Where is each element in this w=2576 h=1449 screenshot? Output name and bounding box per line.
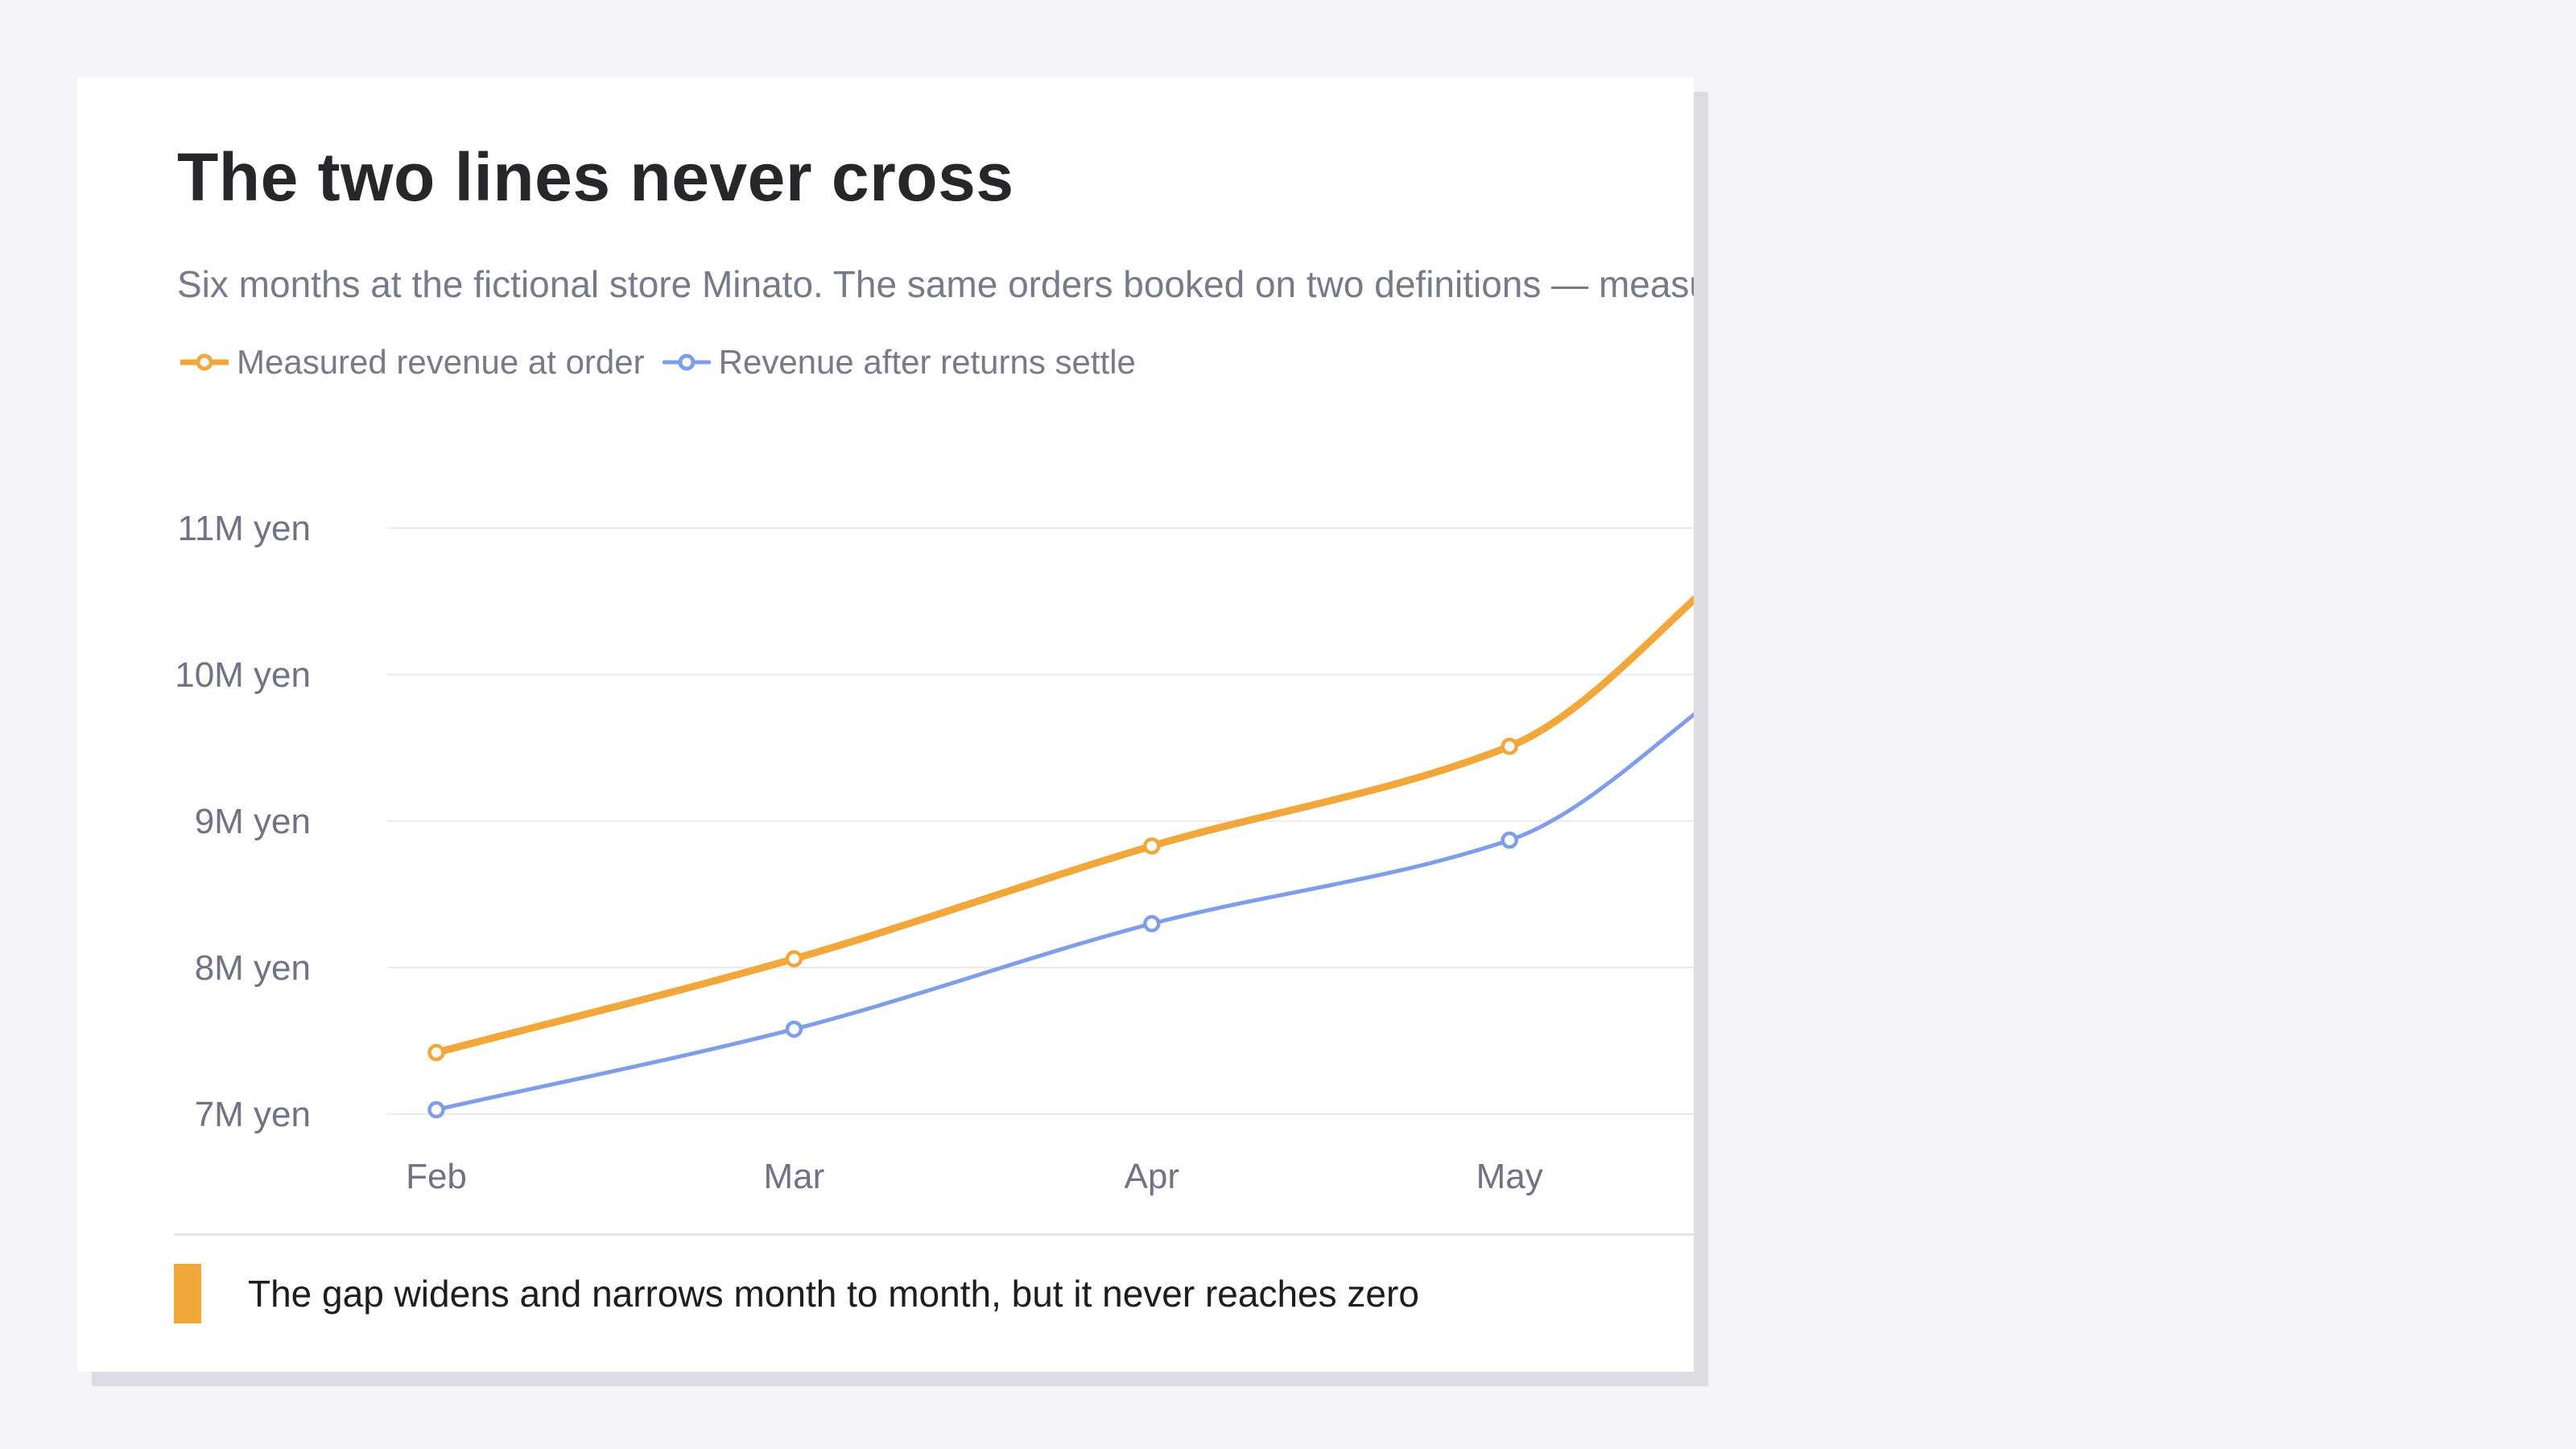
chart-footnote: The gap widens and narrows month to mont…: [248, 1273, 1419, 1315]
note-accent-bar: [174, 1264, 201, 1323]
data-point[interactable]: [1143, 914, 1161, 933]
x-tick-label: May: [1476, 1157, 1543, 1196]
data-point[interactable]: [785, 950, 803, 968]
x-tick-label: Mar: [764, 1157, 825, 1196]
legend-label: Revenue after returns settle: [718, 343, 1136, 381]
y-tick-label: 7M yen: [195, 1095, 311, 1134]
y-tick-label: 8M yen: [195, 948, 311, 988]
series-lines: [427, 595, 1694, 1119]
y-tick-label: 10M yen: [175, 655, 311, 695]
chart-subtitle: Six months at the fictional store Minato…: [177, 263, 1694, 305]
legend-line-marker-icon: [180, 353, 229, 371]
footer-divider: [174, 1233, 1694, 1236]
legend-label: Measured revenue at order: [237, 343, 645, 381]
legend-item-measured[interactable]: Measured revenue at order: [180, 343, 645, 382]
data-point[interactable]: [427, 1043, 445, 1062]
x-tick-label: Apr: [1125, 1157, 1179, 1196]
series-line: [432, 595, 1694, 1057]
y-tick-label: 11M yen: [178, 509, 312, 548]
data-point[interactable]: [427, 1100, 445, 1119]
legend-item-after-returns[interactable]: Revenue after returns settle: [662, 343, 1136, 382]
chart-title: The two lines never cross: [177, 139, 1014, 215]
legend-line-marker-icon: [662, 353, 711, 371]
y-tick-label: 9M yen: [195, 802, 311, 841]
chart-card: The two lines never cross Six months at …: [77, 77, 1694, 1372]
y-axis-tick-labels: 7M yen 8M yen 9M yen 10M yen 11M yen: [175, 509, 311, 1134]
x-axis-tick-labels: FebMarAprMayJunJul: [406, 1157, 1543, 1196]
gridlines: [387, 527, 1694, 1115]
data-point[interactable]: [785, 1020, 803, 1038]
line-chart: 7M yen 8M yen 9M yen 10M yen 11M yen Feb Mar A…: [175, 509, 1694, 1196]
chart-legend: Measured revenue at order Revenue after …: [180, 343, 1154, 382]
series-line: [434, 712, 1694, 1113]
data-point[interactable]: [1143, 837, 1161, 855]
x-tick-label: Feb: [406, 1157, 467, 1196]
data-point[interactable]: [1501, 831, 1518, 849]
data-point[interactable]: [1501, 737, 1518, 755]
